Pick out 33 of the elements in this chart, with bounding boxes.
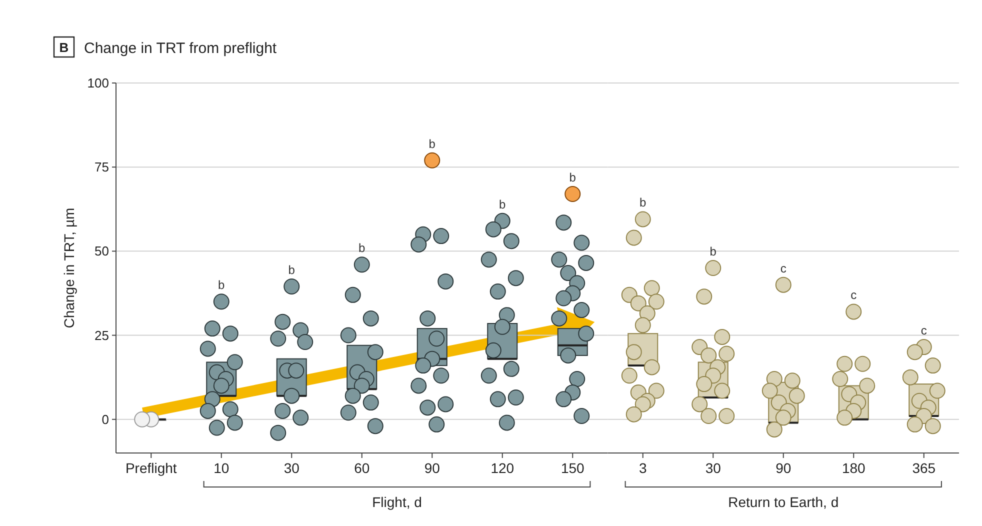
annotation: b (499, 197, 506, 212)
annotation: c (920, 324, 927, 338)
annotation: c (850, 288, 857, 302)
y-tick-label: 75 (94, 160, 109, 175)
annotation: b (428, 136, 436, 151)
y-tick-label: 25 (94, 328, 109, 343)
annotation: b (710, 244, 717, 258)
x-tick-label: 120 (490, 460, 514, 476)
x-tick-label: 3 (638, 460, 647, 476)
annotation: b (358, 241, 366, 256)
annotation: b (569, 170, 576, 184)
x-tick-label: 150 (560, 460, 585, 476)
annotation: b (640, 196, 647, 210)
annotation: c (780, 261, 786, 276)
annotation: b (218, 278, 226, 292)
x-axis-title: Flight, d (372, 494, 422, 510)
y-axis-title: Change in TRT, µm (61, 208, 77, 328)
x-tick-label: 30 (284, 460, 300, 476)
x-tick-label: 90 (424, 460, 440, 476)
x-axis-title: Return to Earth, d (728, 494, 839, 510)
x-tick-label: Preflight (125, 460, 177, 476)
x-tick-label: 30 (705, 460, 722, 476)
chart-title: Change in TRT from preflight (84, 40, 278, 57)
x-tick-label: 365 (912, 460, 936, 476)
x-tick-label: 180 (842, 460, 866, 476)
annotation: b (288, 263, 296, 277)
x-tick-label: 10 (214, 460, 230, 476)
y-tick-label: 100 (87, 76, 109, 91)
text: B (59, 40, 69, 55)
x-tick-label: 90 (776, 460, 792, 476)
y-tick-label: 50 (94, 244, 109, 259)
y-tick-label: 0 (102, 412, 109, 427)
x-tick-label: 60 (354, 460, 370, 476)
